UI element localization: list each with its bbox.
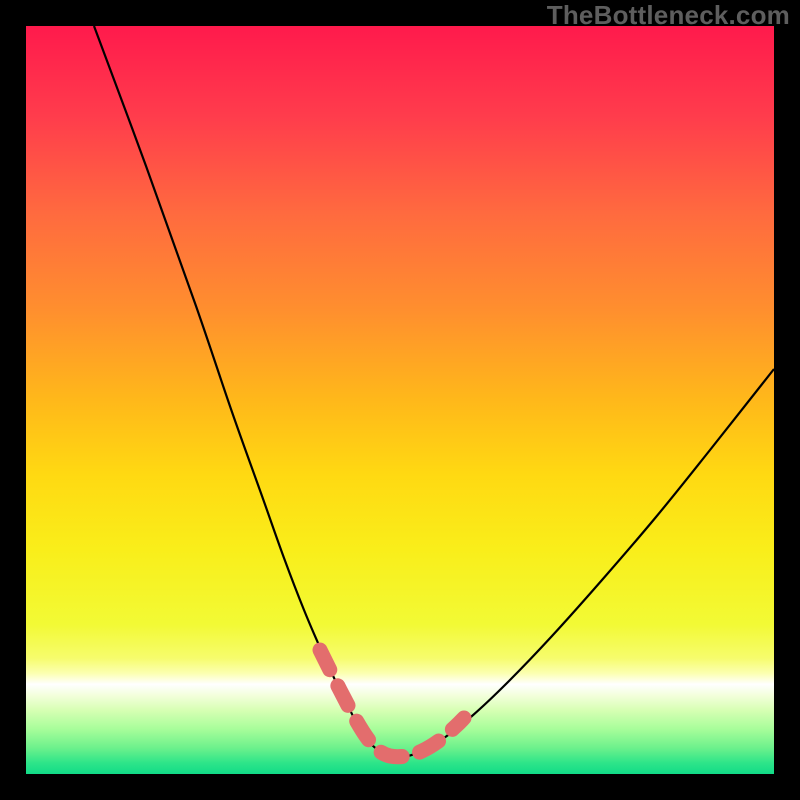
plot-background	[26, 26, 774, 774]
frame-bottom	[0, 774, 800, 800]
frame-left	[0, 0, 26, 800]
watermark-text: TheBottleneck.com	[547, 0, 790, 31]
frame-right	[774, 0, 800, 800]
bottleneck-chart	[0, 0, 800, 800]
